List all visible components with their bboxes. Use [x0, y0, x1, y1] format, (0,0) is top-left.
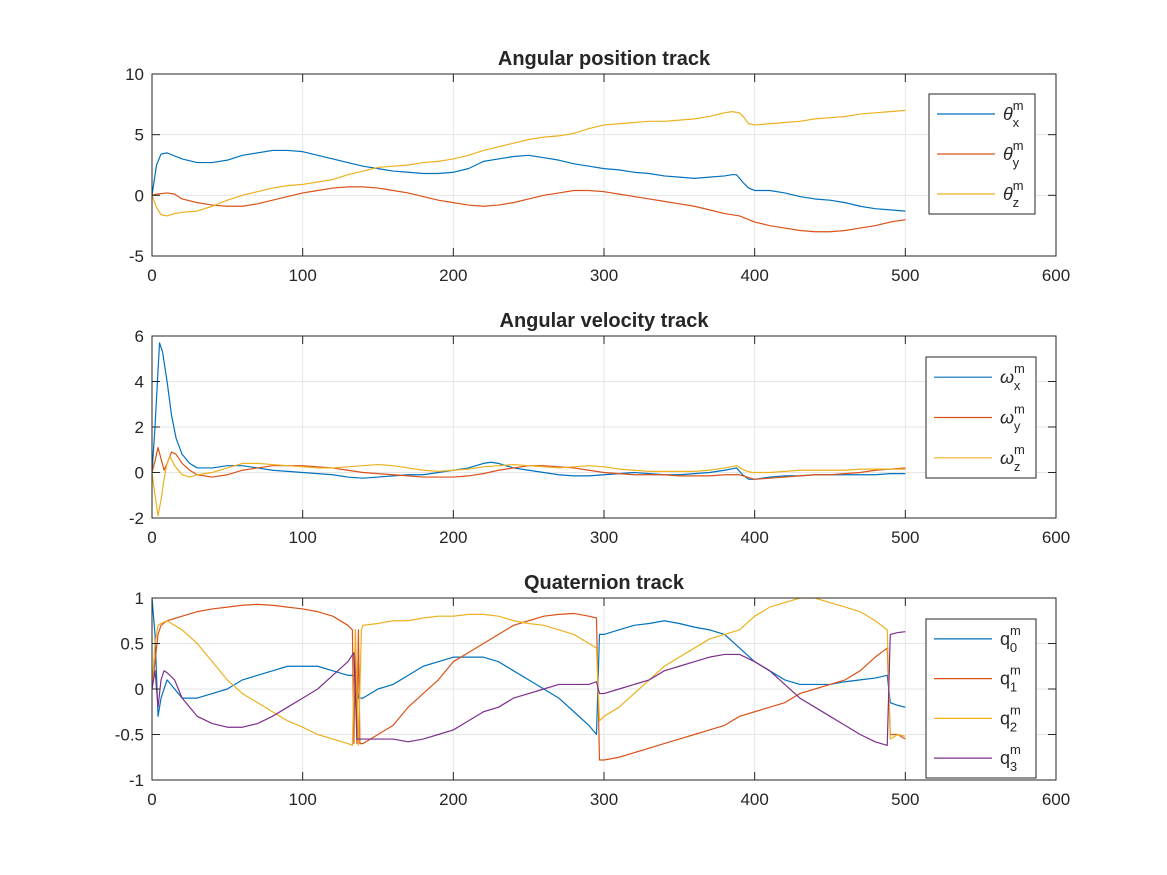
legend-label-z: ωm z	[1000, 442, 1025, 474]
x-tick-label: 0	[147, 266, 156, 285]
x-tick-label: 400	[740, 528, 768, 547]
x-tick-label: 200	[439, 790, 467, 809]
x-tick-label: 300	[590, 790, 618, 809]
legend: θm x θm y θm z	[928, 93, 1036, 215]
x-tick-label: 500	[891, 266, 919, 285]
legend-label-y: θm y	[1003, 138, 1024, 170]
series-lines	[152, 598, 906, 761]
series-line-z	[152, 109, 906, 217]
series-line-y	[152, 446, 906, 480]
y-tick-label: -0.5	[115, 726, 144, 745]
legend-label-2: qm 2	[1000, 702, 1021, 734]
legend-label-z: θm z	[1003, 178, 1024, 210]
y-tick-label: 4	[135, 373, 144, 392]
y-tick-label: -1	[129, 771, 144, 790]
y-tick-label: 0	[135, 464, 144, 483]
x-tick-label: 300	[590, 528, 618, 547]
y-tick-label: 1	[135, 589, 144, 608]
x-tick-label: 600	[1042, 266, 1070, 285]
legend-label-3: qm 3	[1000, 742, 1021, 774]
x-tick-label: 0	[147, 790, 156, 809]
chart-title: Angular position track	[498, 48, 711, 70]
y-tick-label: 6	[135, 327, 144, 346]
legend: ωm x ωm y ωm z	[925, 356, 1037, 479]
series-line-1	[152, 603, 906, 761]
ticks: 0 100 200 300 400 500 600 -1 -0.5 0 0.5 1	[115, 589, 1070, 809]
x-tick-label: 500	[891, 790, 919, 809]
y-tick-label: -5	[129, 247, 144, 266]
subplot-3: 0 100 200 300 400 500 600 -1 -0.5 0 0.5 1 Quaternion…	[115, 572, 1070, 809]
x-tick-label: 600	[1042, 528, 1070, 547]
y-tick-label: -2	[129, 509, 144, 528]
y-tick-label: 0	[135, 680, 144, 699]
x-tick-label: 400	[740, 266, 768, 285]
legend-label-0: qm 0	[1000, 623, 1021, 655]
legend-label-x: ωm x	[1000, 361, 1025, 393]
chart-title: Angular velocity track	[500, 310, 710, 332]
legend-label-y: ωm y	[1000, 402, 1025, 434]
series-line-3	[152, 631, 906, 747]
series-line-2	[152, 598, 906, 747]
x-tick-label: 200	[439, 266, 467, 285]
legend-label-1: qm 1	[1000, 663, 1021, 695]
legend: qm 0 qm 1 qm 2 qm 3	[925, 618, 1037, 779]
series-line-0	[152, 598, 906, 736]
x-tick-label: 0	[147, 528, 156, 547]
x-tick-label: 500	[891, 528, 919, 547]
x-tick-label: 300	[590, 266, 618, 285]
series-line-z	[152, 455, 906, 517]
x-tick-label: 100	[288, 266, 316, 285]
series-lines	[152, 109, 906, 233]
y-tick-label: 0	[135, 186, 144, 205]
x-tick-label: 100	[288, 528, 316, 547]
series-lines	[152, 342, 906, 517]
y-tick-label: 2	[135, 418, 144, 437]
legend-label-x: θm x	[1003, 98, 1024, 130]
x-tick-label: 400	[740, 790, 768, 809]
series-line-y	[152, 186, 906, 233]
x-tick-label: 600	[1042, 790, 1070, 809]
y-tick-label: 10	[125, 65, 144, 84]
x-tick-label: 100	[288, 790, 316, 809]
legend-box	[925, 618, 1037, 779]
series-line-x	[152, 149, 906, 212]
y-tick-label: 5	[135, 126, 144, 145]
x-tick-label: 200	[439, 528, 467, 547]
y-tick-label: 0.5	[120, 635, 144, 654]
chart-title: Quaternion track	[524, 572, 685, 594]
